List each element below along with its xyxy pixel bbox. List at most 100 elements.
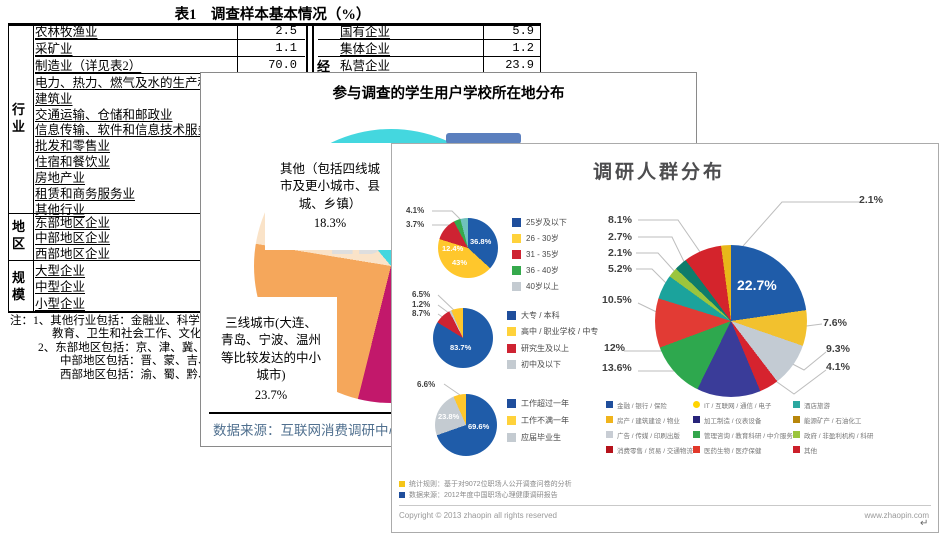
legend-item: 金融 / 银行 / 保险 <box>606 397 693 412</box>
legend-item: 能源矿产 / 石油化工 <box>793 412 873 427</box>
edu-pie-label: 83.7% <box>450 343 472 352</box>
legend-item: 消费零售 / 贸易 / 交通物流 <box>606 442 693 457</box>
legend-label: 工作不满一年 <box>521 416 569 425</box>
table-footnotes: 注：1、其他行业包括：金融业、科学研究 教育、卫生和社会工作、文化、体 2、东部… <box>10 315 270 382</box>
row-name: 采矿业 <box>35 42 73 57</box>
legend-label: 能源矿产 / 石油化工 <box>804 417 862 425</box>
table-row: 其他行业 <box>35 200 305 217</box>
legend-label: 消费零售 / 贸易 / 交通物流 <box>617 447 693 455</box>
chart-title: 参与调查的学生用户学校所在地分布 <box>332 86 565 102</box>
row-value: 1.1 <box>275 40 297 55</box>
site-link[interactable]: www.zhaopin.com <box>864 511 929 520</box>
row-name: 农林牧渔业 <box>35 25 98 40</box>
legend-swatch <box>512 281 521 291</box>
row-name: 大型企业 <box>35 263 86 278</box>
industry-pie-label: 13.6% <box>602 362 632 374</box>
legend-item: 工作超过一年 <box>507 395 569 412</box>
legend-label: 初中及以下 <box>521 360 561 370</box>
row-name: 集体企业 <box>340 42 391 57</box>
table-row: 集体企业 1.2 <box>318 40 540 57</box>
exp-pie-label: 69.6% <box>468 422 490 431</box>
legend-item: 大专 / 本科 <box>507 307 598 324</box>
table-row: 制造业（详见表2） 70.0 <box>35 57 305 74</box>
economy-rows: 国有企业 5.9 集体企业 1.2 私营企业 23.9 <box>318 23 540 74</box>
legend-label: 广告 / 传媒 / 印刷出版 <box>617 432 680 440</box>
table-label-divider <box>33 23 34 313</box>
table-row: 住宿和餐饮业 <box>35 153 305 169</box>
row-value: 1.2 <box>512 40 534 55</box>
industry-legend-col-3: 酒店旅游 能源矿产 / 石油化工 政府 / 非盈利机构 / 科研 其他 <box>793 397 873 457</box>
industry-pie-label: 8.1% <box>608 214 632 226</box>
legend-swatch <box>507 360 516 370</box>
slice-label-other-pct: 18.3% <box>313 216 347 230</box>
legend-label: 医药生物 / 医疗保健 <box>704 447 762 455</box>
note-line: 统计规则：基于对9072位职场人公开调查问卷的分析 <box>399 478 572 489</box>
age-pie <box>438 218 498 278</box>
slice-label-tier3: 三线城市(大连、 青岛、宁波、温州 等比较发达的中小 城市) 23.7% <box>205 297 337 422</box>
legend-swatch <box>507 433 516 442</box>
legend-swatch <box>507 416 516 425</box>
partially-hidden-label-bar <box>446 133 521 144</box>
legend-label: 政府 / 非盈利机构 / 科研 <box>804 432 874 440</box>
legend-swatch <box>512 265 521 275</box>
table-row: 小型企业 <box>35 294 305 311</box>
slice-label-other: 其他（包括四线城 市及更小城市、县 城、乡镇） 18.3% <box>265 143 395 250</box>
experience-pie <box>435 394 497 456</box>
survey-notes: 统计规则：基于对9072位职场人公开调查问卷的分析 数据来源：2012年度中国职… <box>399 478 572 500</box>
legend-item: 广告 / 传媒 / 印刷出版 <box>606 427 693 442</box>
table-row: 采矿业 1.1 <box>35 40 305 57</box>
legend-label: 26 - 30岁 <box>526 233 559 243</box>
legend-label: 管理咨询 / 教育科研 / 中介服务 <box>704 432 793 440</box>
legend-item: 应届毕业生 <box>507 429 569 446</box>
industry-pie-label: 10.5% <box>602 294 632 306</box>
table-row: 私营企业 23.9 <box>318 57 540 74</box>
industry-legend-col-2: IT / 互联网 / 通信 / 电子 加工制造 / 仪表设备 管理咨询 / 教育… <box>693 397 793 457</box>
table-top-rule <box>8 23 540 26</box>
group-label-scale: 规模 <box>11 270 25 302</box>
note-swatch <box>399 480 405 487</box>
experience-legend: 工作超过一年 工作不满一年 应届毕业生 <box>507 395 569 446</box>
slice-label-other-text: 其他（包括四线城 市及更小城市、县 城、乡镇） <box>279 161 380 211</box>
legend-label: 应届毕业生 <box>521 433 561 442</box>
legend-item: 高中 / 职业学校 / 中专 <box>507 324 598 341</box>
age-pie-label: 36.8% <box>470 237 492 246</box>
row-name: 西部地区企业 <box>35 246 111 261</box>
table-row: 房地产业 <box>35 169 305 185</box>
industry-pie-label: 7.6% <box>823 317 847 329</box>
survey-population-chart-window[interactable]: 调研人群分布 36.8% <box>391 143 939 533</box>
legend-swatch <box>693 446 700 453</box>
legend-item: 管理咨询 / 教育科研 / 中介服务 <box>693 427 793 442</box>
legend-item: 研究生及以上 <box>507 340 598 357</box>
legend-item: 政府 / 非盈利机构 / 科研 <box>793 427 873 442</box>
legend-label: 25岁及以下 <box>526 217 567 227</box>
row-name: 租赁和商务服务业 <box>35 186 136 201</box>
table-row: 西部地区企业 <box>35 245 305 261</box>
legend-label: 加工制造 / 仪表设备 <box>704 417 762 425</box>
footnote-line: 教育、卫生和社会工作、文化、体 <box>52 328 225 341</box>
legend-label: 酒店旅游 <box>804 402 830 410</box>
row-value: 70.0 <box>268 57 297 72</box>
table-left-border <box>8 23 9 313</box>
legend-swatch <box>606 416 613 423</box>
industry-pie-label: 22.7% <box>737 277 777 293</box>
row-name: 交通运输、仓储和邮政业 <box>35 107 173 122</box>
age-pie-label: 4.1% <box>406 206 425 215</box>
row-name: 其他行业 <box>35 202 86 217</box>
row-value: 5.9 <box>512 23 534 38</box>
age-pie-label: 43% <box>452 258 468 267</box>
note-swatch <box>399 491 405 498</box>
age-pie-label: 12.4% <box>442 244 464 253</box>
legend-label: 31 - 35岁 <box>526 249 559 259</box>
legend-swatch <box>606 401 613 408</box>
legend-swatch <box>693 431 700 438</box>
region-rows: 东部地区企业 中部地区企业 西部地区企业 <box>35 214 305 261</box>
legend-swatch <box>693 401 700 408</box>
exp-pie-label: 6.6% <box>417 380 436 389</box>
age-legend: 25岁及以下 26 - 30岁 31 - 35岁 36 - 40岁 40岁以上 <box>512 214 567 294</box>
legend-label: 36 - 40岁 <box>526 265 559 275</box>
legend-label: 40岁以上 <box>526 281 559 291</box>
row-name: 国有企业 <box>340 25 391 40</box>
table-row: 建筑业 <box>35 89 305 106</box>
legend-swatch <box>507 343 516 353</box>
